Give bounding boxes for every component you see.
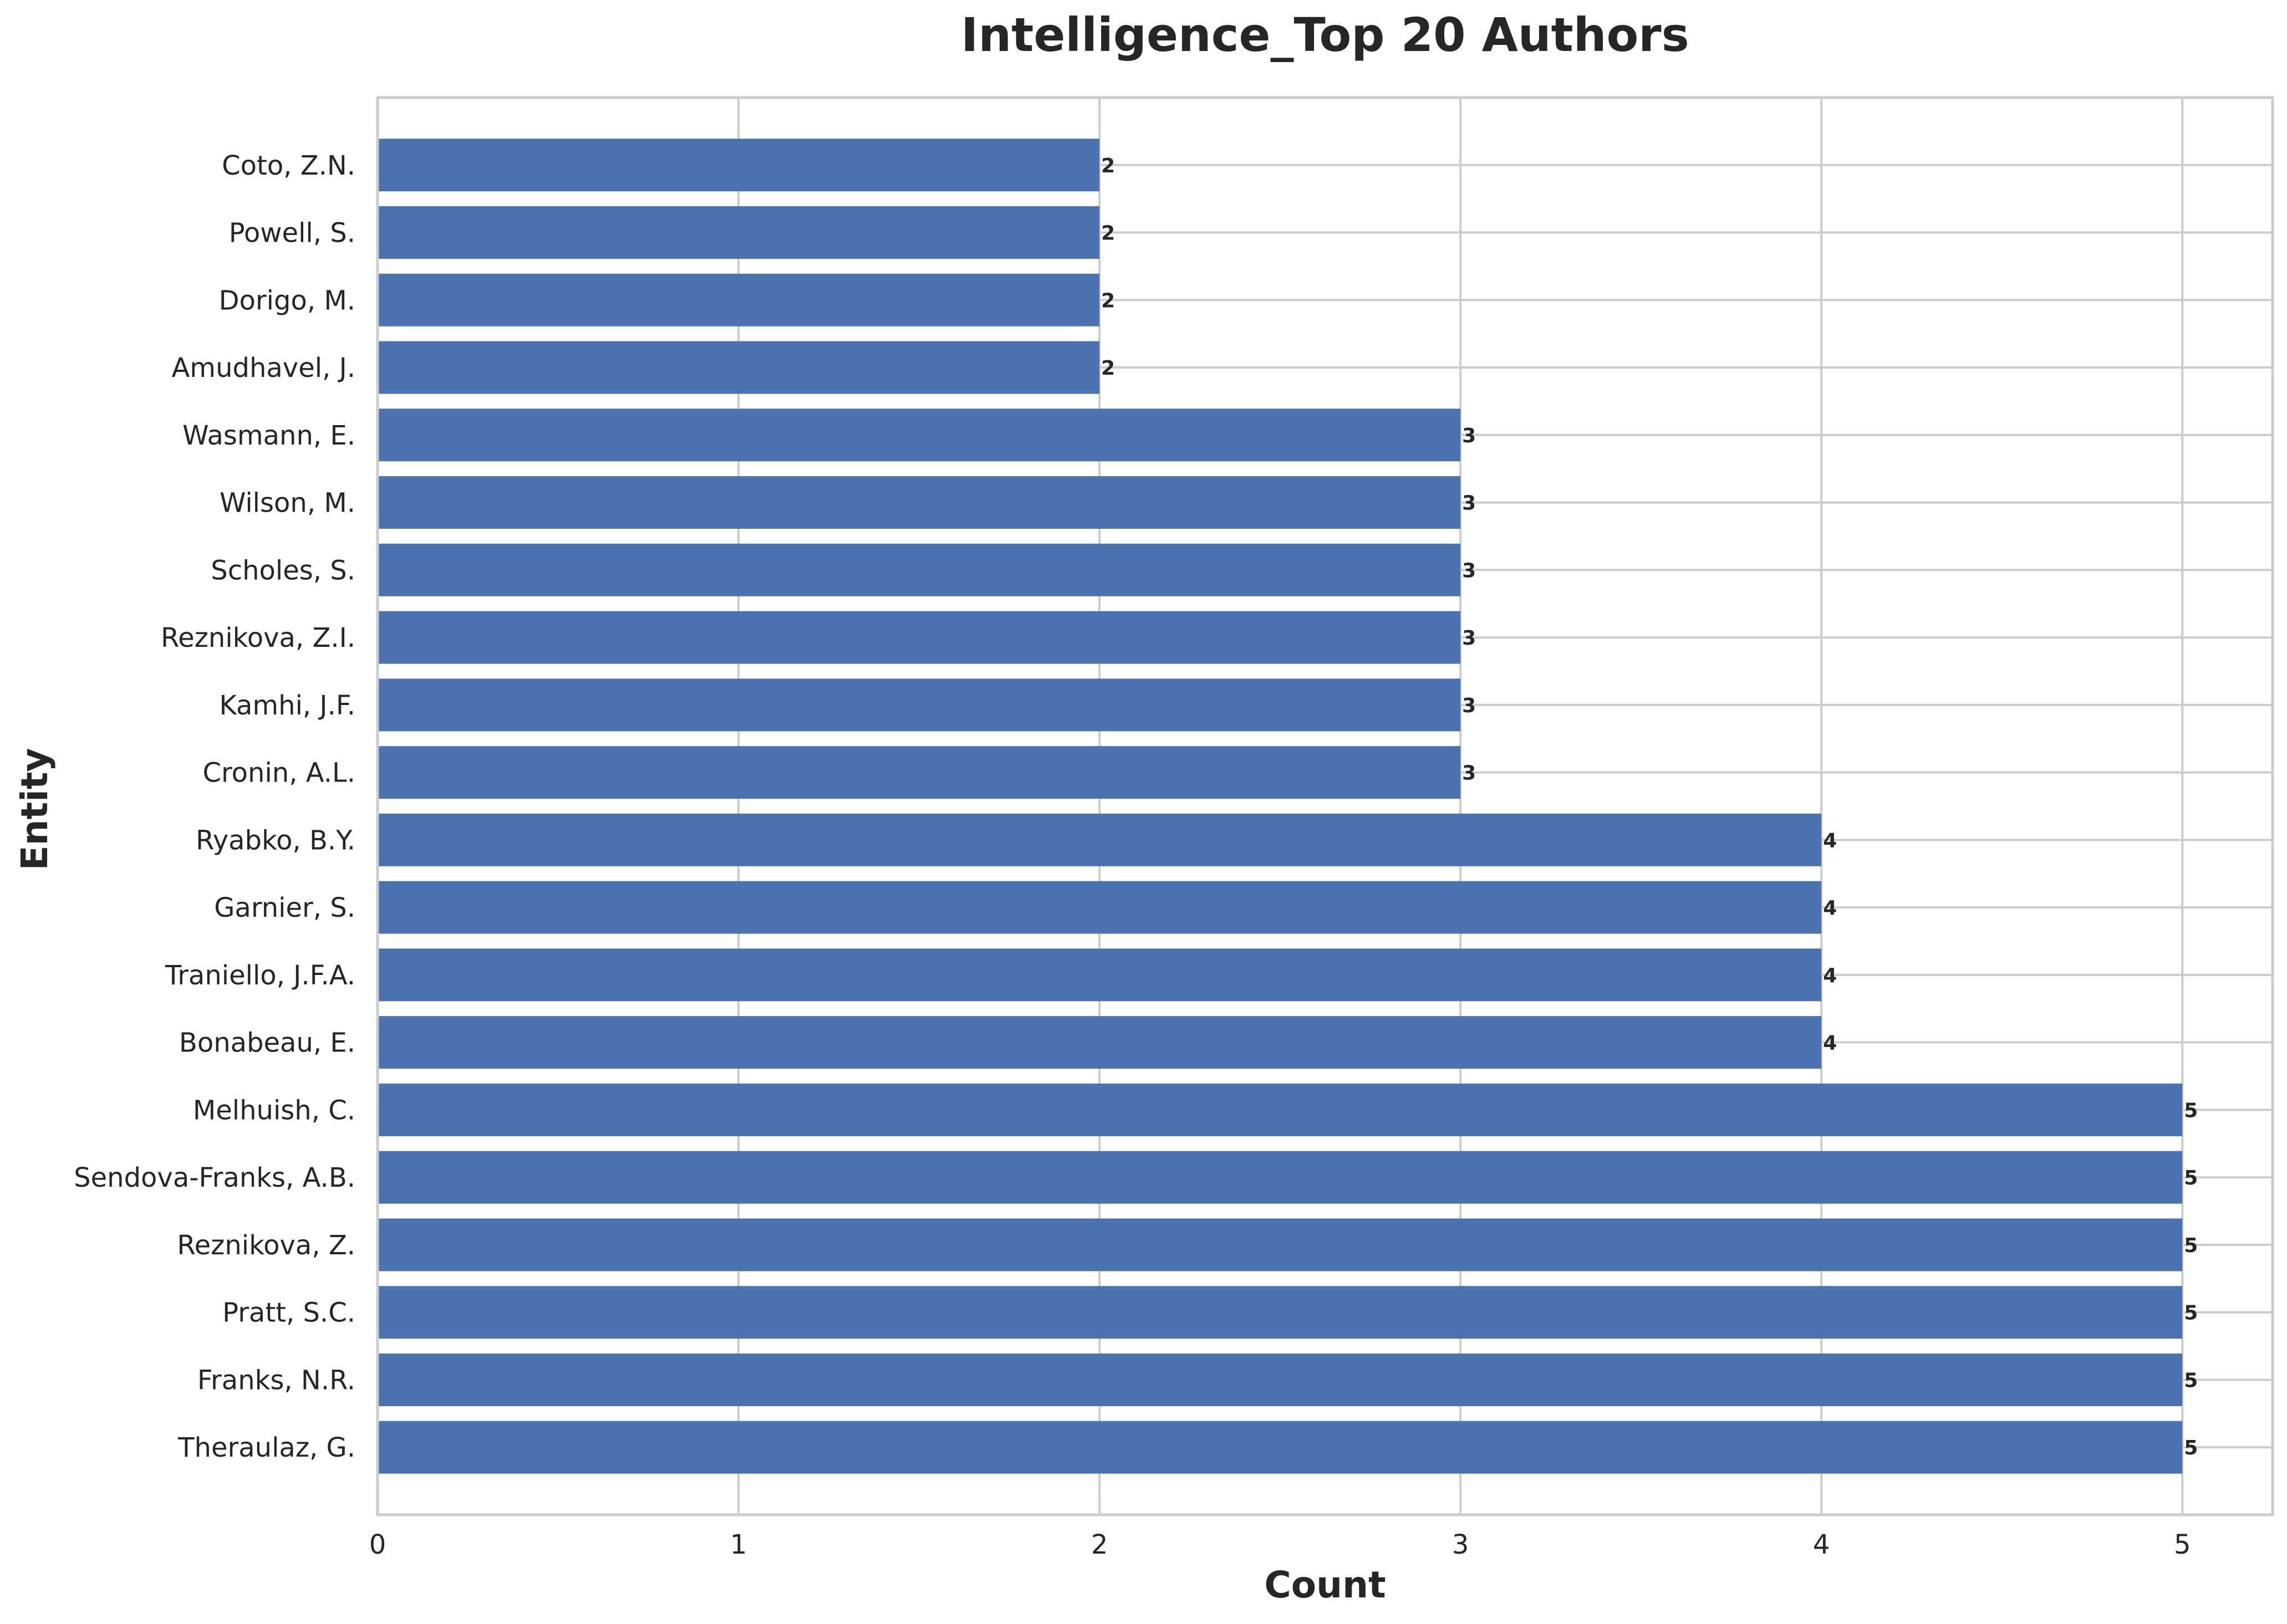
bar-value-label: 5 [2184,1234,2198,1257]
bar [378,476,1461,529]
y-tick-label: Cronin, A.L. [202,758,355,789]
bar-value-label: 2 [1101,289,1115,312]
bar [378,1218,2183,1271]
bar [378,273,1100,326]
bar-value-label: 4 [1823,829,1837,852]
value-labels: 5 5 5 5 5 5 4 4 4 4 3 3 3 3 3 3 2 2 2 2 [1101,155,2198,1459]
plot-frame [376,96,2274,1516]
bar [378,1421,2183,1474]
bar-value-label: 3 [1462,425,1476,447]
bar [378,341,1100,394]
y-tick-label: Powell, S. [229,218,355,249]
y-tick-label: Sendova-Franks, A.B. [74,1162,355,1193]
y-tick-label: Theraulaz, G. [177,1432,355,1463]
bar [378,139,1100,192]
bar-value-label: 4 [1823,897,1837,920]
x-tick-label: 5 [2174,1529,2191,1560]
bar-value-label: 2 [1101,155,1115,177]
y-tick-label: Dorigo, M. [219,285,355,316]
bar [378,206,1100,259]
y-tick-label: Reznikova, Z.I. [161,622,355,653]
bar [378,1151,2183,1204]
bar-value-label: 4 [1823,964,1837,987]
x-tick-label: 4 [1813,1529,1830,1560]
x-tick-label: 2 [1091,1529,1108,1560]
bar [378,948,1822,1002]
bar [378,881,1822,934]
bar [378,678,1461,732]
x-axis-label: Count [1264,1564,1386,1606]
bar [378,746,1461,799]
bar [378,611,1461,664]
bar-value-label: 2 [1101,222,1115,245]
bar [378,1286,2183,1339]
y-axis-label: Entity [13,748,56,871]
y-tick-label: Bonabeau, E. [179,1028,355,1059]
y-tick-label: Pratt, S.C. [222,1298,355,1329]
bar-value-label: 5 [2184,1167,2198,1189]
bar-value-label: 3 [1462,492,1476,515]
y-tick-label: Amudhavel, J. [171,353,355,384]
y-tick-label: Melhuish, C. [193,1095,355,1126]
y-tick-label: Reznikova, Z. [177,1230,355,1261]
bar-value-label: 3 [1462,559,1476,582]
y-tick-label: Traniello, J.F.A. [165,960,355,991]
y-tick-label: Kamhi, J.F. [219,690,355,721]
x-tick-label: 3 [1452,1529,1469,1560]
bar [378,543,1461,596]
bar-value-label: 5 [2184,1302,2198,1325]
bar-value-label: 5 [2184,1437,2198,1459]
ticks: 0 1 2 3 4 5 Theraulaz, G. Franks, N.R. Pratt, S.… [74,150,2191,1560]
bar-value-label: 5 [2184,1099,2198,1122]
bar-value-label: 3 [1462,694,1476,717]
y-tick-label: Scholes, S. [211,555,355,586]
bar [378,1353,2183,1406]
bar-value-label: 2 [1101,357,1115,380]
bar-value-label: 3 [1462,627,1476,650]
chart-title: Intelligence_Top 20 Authors [961,8,1689,62]
bar-value-label: 5 [2184,1369,2198,1392]
bar [378,408,1461,462]
x-tick-label: 0 [369,1529,386,1560]
y-tick-label: Coto, Z.N. [222,150,355,181]
bar-value-label: 4 [1823,1032,1837,1055]
bar [378,813,1822,866]
y-tick-label: Wilson, M. [220,488,355,519]
y-tick-label: Wasmann, E. [182,420,355,451]
bar [378,1016,1822,1069]
y-tick-label: Franks, N.R. [197,1365,355,1396]
bar-value-label: 3 [1462,762,1476,785]
bar [378,1083,2183,1136]
bars [378,139,2183,1474]
x-tick-label: 1 [730,1529,747,1560]
y-tick-label: Ryabko, B.Y. [196,825,355,856]
y-tick-label: Garnier, S. [214,892,355,923]
